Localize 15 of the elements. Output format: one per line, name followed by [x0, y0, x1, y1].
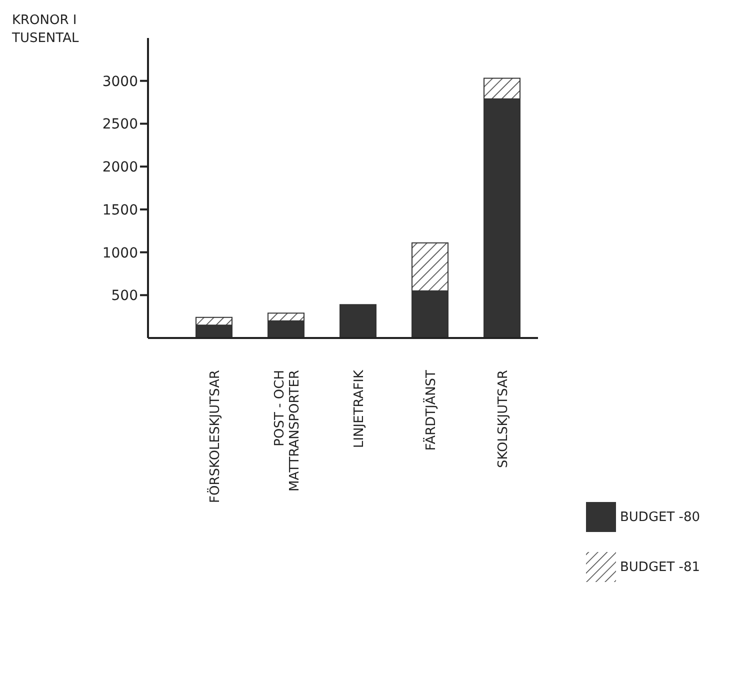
y-tick-label: 1000: [102, 245, 138, 262]
y-tick-label: 2500: [102, 116, 138, 133]
y-tick-label: 1500: [102, 202, 138, 218]
bar: [340, 304, 376, 338]
y-tick-label: 2000: [102, 160, 138, 176]
x-tick-label: FÖRSKOLESKJUTSAR: [207, 370, 223, 503]
x-tick-label: FÄRDTJÄNST: [423, 370, 439, 451]
y-axis-title: KRONOR I TUSENTAL: [12, 12, 80, 48]
legend-label: BUDGET -80: [620, 510, 700, 525]
y-tick-label: 500: [111, 288, 138, 304]
x-tick-label: SKOLSKJUTSAR: [496, 370, 511, 468]
x-tick-label: POST - OCH MATTRANSPORTER: [272, 370, 302, 492]
x-tick-label: LINJETRAFIK: [352, 370, 367, 448]
y-tick-label: 3000: [102, 74, 138, 90]
legend-label: BUDGET -81: [620, 560, 700, 575]
